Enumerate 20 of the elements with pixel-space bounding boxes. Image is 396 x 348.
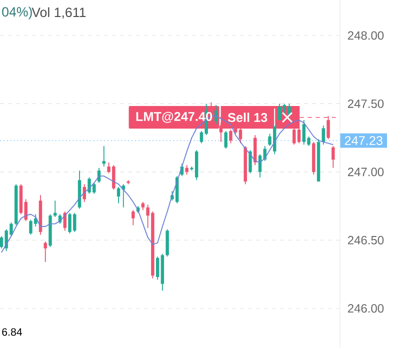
candlestick: [278, 103, 282, 122]
y-tick-label: 246.00: [348, 304, 384, 313]
annotation: 04%): [2, 6, 32, 20]
annotation: Vol 1,611: [32, 7, 86, 19]
candlestick: [224, 130, 228, 150]
ref-line-label: 247.23: [344, 136, 382, 146]
candlestick: [332, 146, 335, 168]
annotation: 6.84: [2, 328, 22, 336]
candlestick: [156, 256, 160, 280]
y-tick-label: 247.00: [348, 168, 384, 176]
candlestick: [132, 210, 135, 226]
candlestick: [185, 164, 188, 176]
candlestick: [44, 241, 47, 262]
y-tick-label: 247.50: [348, 99, 384, 108]
candlestick: [248, 150, 252, 174]
candlestick: [102, 146, 106, 167]
y-tick-label: 248.00: [348, 31, 384, 40]
y-tick-label: 246.50: [348, 236, 384, 244]
annotation: Sell 13: [228, 112, 268, 122]
candlestick: [116, 186, 120, 204]
